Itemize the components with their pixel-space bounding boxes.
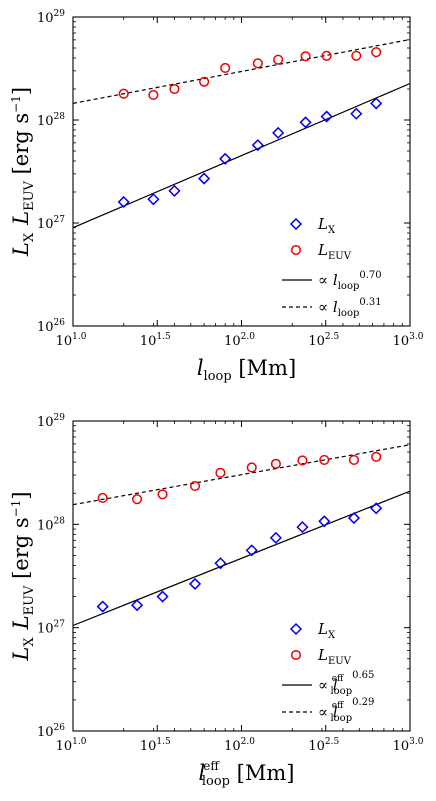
x-tick-label: 102.5 bbox=[308, 332, 339, 349]
lx-point bbox=[299, 116, 312, 129]
leuv-point bbox=[148, 89, 159, 101]
legend-series-label: LX bbox=[317, 620, 336, 641]
leuv-point bbox=[273, 54, 284, 65]
lx-point bbox=[347, 512, 361, 525]
legend-series-label: LEUV bbox=[317, 241, 352, 262]
x-tick-label: 101.0 bbox=[56, 737, 87, 754]
lx-point bbox=[370, 97, 383, 110]
legend-leuv-marker bbox=[290, 649, 302, 661]
legend-lx-marker bbox=[289, 217, 303, 231]
leuv-point bbox=[371, 451, 382, 462]
leuv-point bbox=[371, 47, 382, 58]
lx-point bbox=[156, 590, 169, 603]
chart-panel-2: 101.0 101.5 102.0 102.5 103.0 1026 1027 1028 102… bbox=[9, 413, 424, 789]
y-tick-label: 1027 bbox=[37, 215, 65, 232]
legend-series-label: LEUV bbox=[317, 646, 352, 667]
leuv-point bbox=[348, 454, 360, 465]
leuv-point bbox=[169, 83, 180, 95]
x-tick-label: 102.0 bbox=[224, 332, 255, 349]
leuv-point bbox=[157, 489, 168, 500]
lx-point bbox=[147, 193, 160, 206]
y-axis-label: LXLEUV [erg s−1] bbox=[9, 491, 37, 661]
y-axis-label: LXLEUV [erg s−1] bbox=[9, 87, 37, 257]
leuv-point bbox=[220, 62, 231, 74]
leuv-point bbox=[351, 50, 362, 61]
y-tick-label: 1029 bbox=[37, 9, 65, 26]
lx-point bbox=[188, 577, 202, 590]
lx-point bbox=[168, 184, 181, 197]
plot-frame bbox=[72, 16, 411, 327]
fit-line-euv bbox=[73, 444, 410, 506]
leuv-point bbox=[321, 50, 332, 61]
leuv-point bbox=[270, 458, 281, 469]
lx-point bbox=[131, 599, 144, 612]
lx-point bbox=[245, 544, 258, 557]
legend-series-label: LX bbox=[317, 215, 336, 236]
lx-point bbox=[269, 531, 282, 544]
x-axis-label: lloop [Mm] bbox=[197, 356, 296, 384]
fit-line-euv bbox=[73, 38, 410, 104]
leuv-point bbox=[118, 88, 129, 99]
legend-fit-label: ∝ lloop0.31 bbox=[318, 297, 382, 319]
lx-point bbox=[272, 126, 285, 139]
lx-point bbox=[214, 557, 227, 570]
legend-lx-marker bbox=[289, 622, 303, 636]
y-tick-label: 1028 bbox=[37, 112, 65, 129]
lx-point bbox=[96, 600, 109, 613]
leuv-point bbox=[297, 455, 308, 466]
fit-line-x bbox=[73, 82, 410, 229]
x-tick-label: 102.0 bbox=[224, 737, 255, 754]
lx-point bbox=[370, 502, 383, 515]
x-tick-label: 103.0 bbox=[393, 737, 424, 754]
y-tick-label: 1029 bbox=[37, 413, 65, 430]
x-tick-label: 101.0 bbox=[56, 332, 87, 349]
x-axis-label: leff loop [Mm] bbox=[199, 759, 295, 789]
leuv-point bbox=[215, 467, 226, 478]
leuv-point bbox=[189, 480, 201, 492]
leuv-point bbox=[246, 462, 257, 473]
lx-point bbox=[350, 107, 363, 120]
x-tick-label: 101.5 bbox=[140, 737, 171, 754]
x-tick-label: 102.5 bbox=[308, 737, 339, 754]
chart-panel-1: 101.0 101.5 102.0 102.5 103.0 1026 1027 1028 102… bbox=[9, 9, 424, 384]
plot-frame bbox=[72, 420, 411, 732]
y-tick-label: 1028 bbox=[37, 516, 65, 533]
y-tick-label: 1027 bbox=[37, 620, 65, 637]
x-tick-label: 103.0 bbox=[393, 332, 424, 349]
leuv-point bbox=[319, 454, 330, 465]
lx-point bbox=[320, 110, 333, 123]
fit-line-x bbox=[73, 490, 410, 627]
legend-fit-label: ∝ lloop0.70 bbox=[318, 270, 382, 292]
lx-point bbox=[219, 152, 232, 165]
legend-leuv-marker bbox=[290, 244, 302, 256]
lx-point bbox=[296, 521, 309, 534]
leuv-point bbox=[300, 51, 311, 62]
leuv-point bbox=[252, 58, 263, 69]
lx-point bbox=[117, 195, 130, 209]
x-tick-label: 101.5 bbox=[140, 332, 171, 349]
lx-point bbox=[251, 139, 264, 152]
leuv-point bbox=[132, 494, 143, 505]
lx-point bbox=[198, 172, 211, 185]
y-tick-label: 1026 bbox=[37, 318, 65, 335]
lx-point bbox=[318, 515, 331, 528]
legend-fit-label: ∝ leff loop0.29 bbox=[318, 697, 374, 724]
y-tick-label: 1026 bbox=[37, 723, 65, 740]
leuv-point bbox=[97, 492, 108, 504]
leuv-point bbox=[199, 76, 210, 87]
legend-fit-label: ∝ leff loop0.65 bbox=[318, 670, 374, 697]
